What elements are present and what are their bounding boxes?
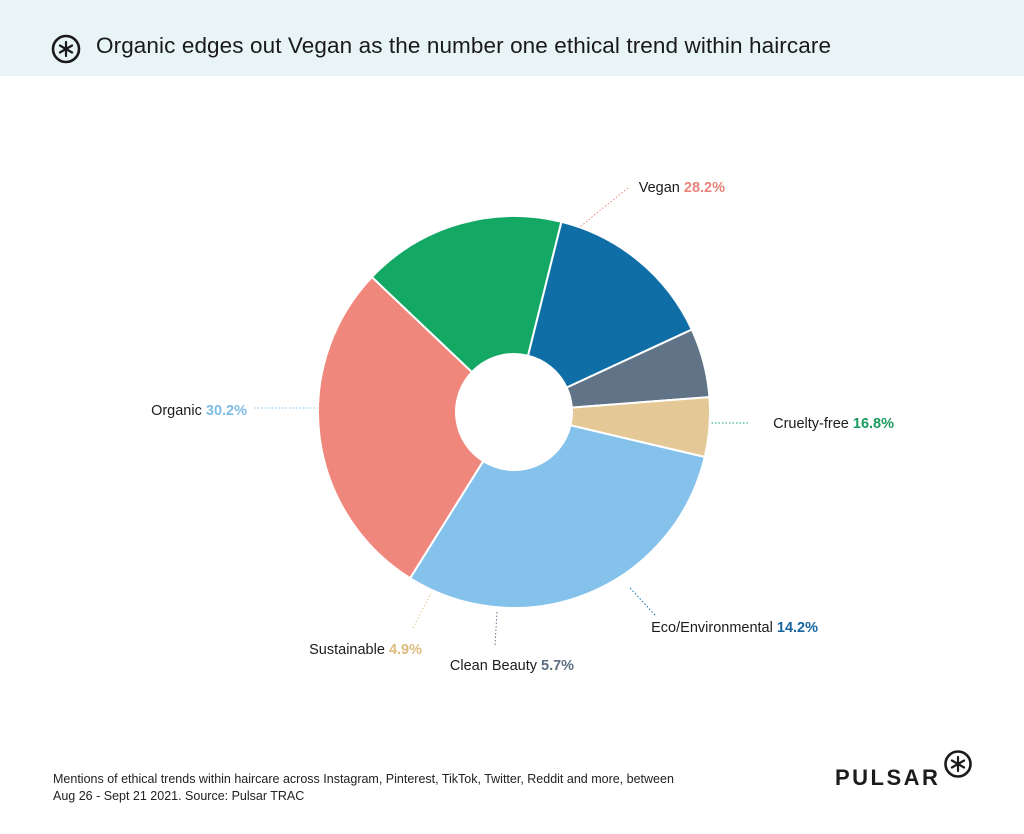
leader-line <box>412 592 432 629</box>
slice-label-value: 4.9% <box>389 642 422 658</box>
brand-logo: PULSAR <box>835 749 985 790</box>
slice-label: Clean Beauty 5.7% <box>450 658 574 674</box>
slice-label: Eco/Environmental 14.2% <box>651 620 818 636</box>
slice-label-value: 14.2% <box>777 620 818 636</box>
slice-label: Cruelty-free 16.8% <box>773 416 894 432</box>
slice-label-name: Vegan <box>639 180 684 196</box>
leader-line <box>579 187 629 228</box>
slice-label: Sustainable 4.9% <box>309 642 422 658</box>
slice-label-value: 5.7% <box>541 658 574 674</box>
slice-cruelty-free <box>370 215 563 374</box>
slice-label-value: 30.2% <box>206 403 247 419</box>
source-note: Mentions of ethical trends within hairca… <box>53 772 674 803</box>
page-title: Organic edges out Vegan as the number on… <box>96 33 832 58</box>
slice-label: Organic 30.2% <box>151 403 247 419</box>
pulsar-brand-icon <box>944 750 972 778</box>
slice-label-name: Organic <box>151 403 206 419</box>
slice-label-name: Eco/Environmental <box>651 620 777 636</box>
leader-line <box>494 611 498 646</box>
pulsar-logo-icon <box>51 34 81 64</box>
leader-line <box>629 587 656 616</box>
slice-organic <box>408 424 706 609</box>
brand-name: PULSAR <box>835 765 941 790</box>
slice-eco-environmental <box>526 220 694 389</box>
slice-label-name: Clean Beauty <box>450 658 541 674</box>
slice-label-value: 28.2% <box>684 180 725 196</box>
slice-label: Vegan 28.2% <box>639 180 725 196</box>
slice-label-value: 16.8% <box>853 416 894 432</box>
slice-vegan <box>317 275 485 580</box>
slice-label-name: Cruelty-free <box>773 416 853 432</box>
header-banner: Organic edges out Vegan as the number on… <box>0 0 1024 76</box>
slice-label-name: Sustainable <box>309 642 389 658</box>
